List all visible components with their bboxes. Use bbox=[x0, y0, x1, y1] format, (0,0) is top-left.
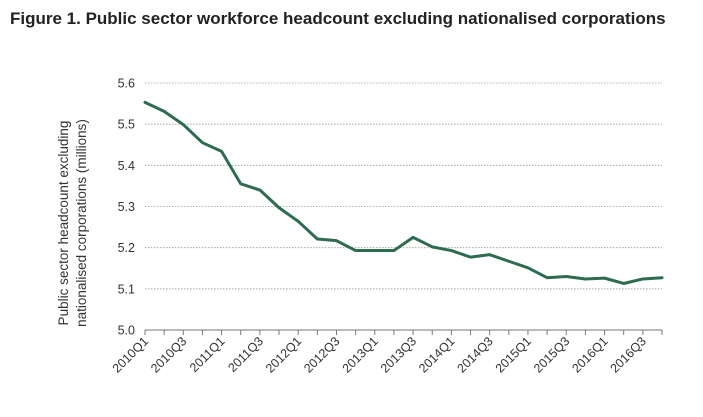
y-tick-label: 5.3 bbox=[118, 200, 135, 214]
y-tick-label: 5.2 bbox=[118, 241, 135, 255]
x-tick-label: 2015Q3 bbox=[531, 334, 572, 375]
y-tick-label: 5.6 bbox=[118, 77, 135, 91]
grid-lines bbox=[145, 82, 662, 290]
x-tick-label: 2010Q1 bbox=[110, 334, 151, 375]
y-axis-label-line-2: nationalised corporations (millions) bbox=[74, 119, 89, 327]
y-axis-label-line-1: Public sector headcount excluding bbox=[56, 121, 71, 326]
x-tick-label: 2016Q3 bbox=[608, 334, 649, 375]
series-line bbox=[143, 100, 664, 285]
x-tick-label: 2014Q3 bbox=[454, 334, 495, 375]
x-tick-label: 2012Q1 bbox=[263, 334, 304, 375]
x-tick-label: 2011Q1 bbox=[187, 334, 228, 375]
chart-title: Figure 1. Public sector workforce headco… bbox=[10, 9, 666, 28]
y-tick-label: 5.0 bbox=[118, 324, 135, 338]
x-tick-label: 2014Q1 bbox=[416, 334, 457, 375]
y-tick-label: 5.4 bbox=[118, 159, 135, 173]
x-axis-ticks: 2010Q12010Q32011Q12011Q32012Q12012Q32013… bbox=[110, 334, 649, 375]
x-tick-label: 2013Q3 bbox=[378, 334, 419, 375]
y-axis-ticks: 5.0 5.1 5.2 5.3 5.4 5.5 5.6 bbox=[118, 77, 135, 338]
x-tick-label: 2010Q3 bbox=[148, 334, 189, 375]
x-tick-label: 2011Q3 bbox=[225, 334, 266, 375]
x-tick-label: 2016Q1 bbox=[569, 334, 610, 375]
x-tick-label: 2013Q1 bbox=[340, 334, 381, 375]
x-tick-label: 2012Q3 bbox=[301, 334, 342, 375]
x-tick-label: 2015Q1 bbox=[493, 334, 534, 375]
series-layer bbox=[143, 100, 664, 285]
y-tick-label: 5.5 bbox=[118, 118, 135, 132]
x-axis bbox=[144, 329, 663, 335]
y-tick-label: 5.1 bbox=[118, 282, 135, 296]
